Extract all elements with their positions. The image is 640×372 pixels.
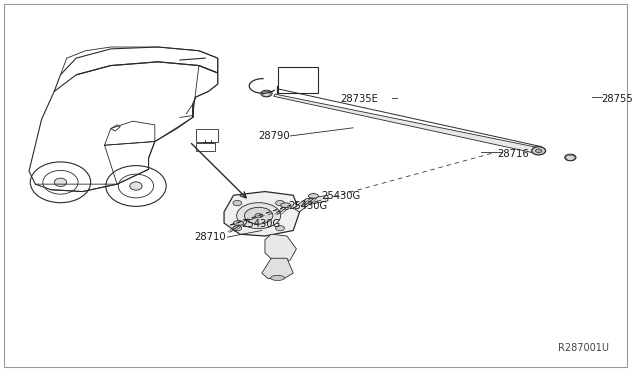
Text: 25430G: 25430G — [321, 191, 361, 201]
Polygon shape — [293, 195, 328, 212]
Ellipse shape — [237, 203, 281, 229]
Ellipse shape — [54, 178, 67, 186]
Text: 25430G: 25430G — [288, 201, 328, 211]
Polygon shape — [274, 94, 540, 154]
Ellipse shape — [536, 149, 542, 153]
Ellipse shape — [255, 214, 262, 218]
Ellipse shape — [276, 226, 284, 231]
Text: 28710: 28710 — [195, 232, 226, 242]
Text: 28716: 28716 — [498, 150, 529, 160]
Text: 28755: 28755 — [602, 94, 634, 104]
Polygon shape — [262, 258, 293, 279]
Polygon shape — [224, 192, 300, 236]
Ellipse shape — [276, 201, 284, 206]
Ellipse shape — [564, 154, 576, 161]
Ellipse shape — [130, 182, 142, 190]
Text: 25430G: 25430G — [241, 219, 280, 229]
Ellipse shape — [308, 193, 319, 198]
Ellipse shape — [281, 203, 291, 208]
Ellipse shape — [532, 147, 545, 155]
Ellipse shape — [233, 201, 242, 206]
Text: 28790: 28790 — [259, 131, 290, 141]
Ellipse shape — [271, 275, 284, 280]
Text: 28735E: 28735E — [340, 94, 378, 104]
Text: R287001U: R287001U — [557, 343, 609, 353]
Ellipse shape — [234, 221, 244, 225]
Ellipse shape — [244, 207, 273, 224]
Ellipse shape — [260, 90, 272, 97]
Polygon shape — [265, 234, 296, 262]
Ellipse shape — [233, 226, 242, 231]
